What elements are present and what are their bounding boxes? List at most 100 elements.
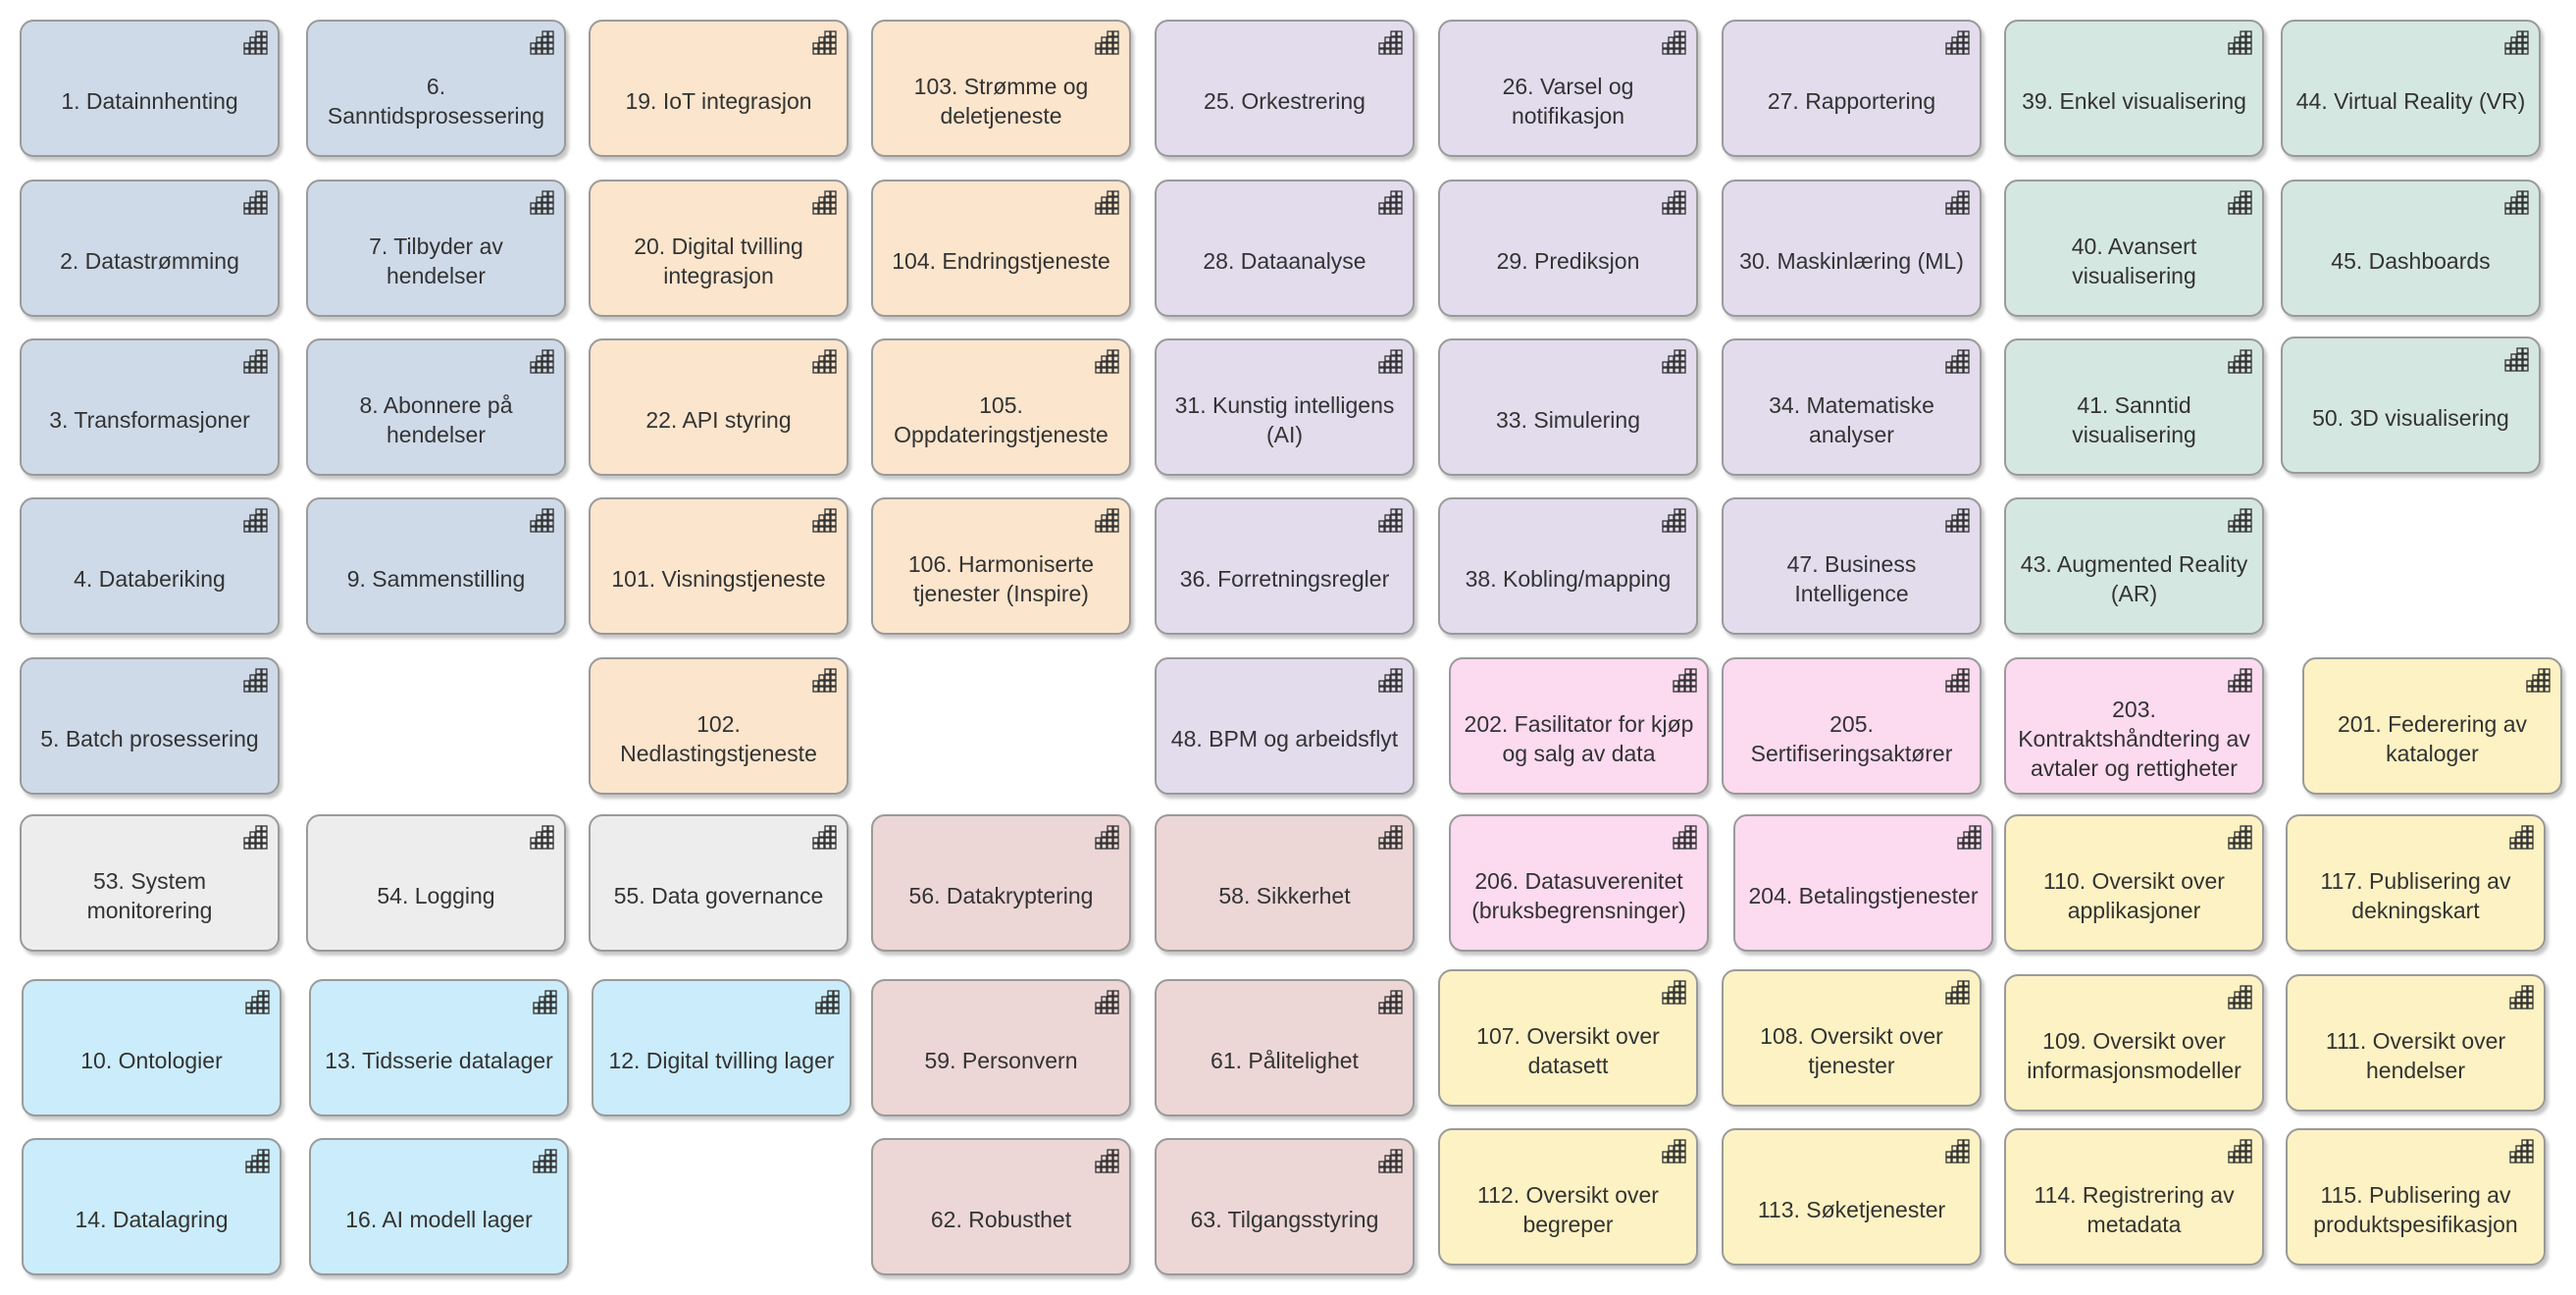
component-box-59[interactable]: 59. Personvern xyxy=(871,979,1131,1116)
component-box-30[interactable]: 30. Maskinlæring (ML) xyxy=(1722,180,1982,317)
component-grid-icon xyxy=(2228,508,2252,533)
component-box-106[interactable]: 106. Harmoniserte tjenester (Inspire) xyxy=(871,497,1131,635)
component-label: 27. Rapportering xyxy=(1767,88,1936,114)
component-box-107[interactable]: 107. Oversikt over datasett xyxy=(1438,969,1698,1107)
component-grid-icon xyxy=(243,349,268,374)
component-box-105[interactable]: 105. Oppdateringstjeneste xyxy=(871,338,1131,476)
component-box-5[interactable]: 5. Batch prosessering xyxy=(20,657,280,795)
component-grid-icon xyxy=(1662,1139,1686,1164)
component-box-103[interactable]: 103. Strømme og deletjeneste xyxy=(871,20,1131,157)
component-box-114[interactable]: 114. Registrering av metadata xyxy=(2004,1128,2264,1266)
component-grid-icon xyxy=(1945,1139,1970,1164)
component-box-25[interactable]: 25. Orkestrering xyxy=(1155,20,1415,157)
component-label: 13. Tidsserie datalager xyxy=(325,1048,553,1073)
component-box-28[interactable]: 28. Dataanalyse xyxy=(1155,180,1415,317)
component-label: 204. Betalingstjenester xyxy=(1748,883,1979,908)
component-box-34[interactable]: 34. Matematiske analyser xyxy=(1722,338,1982,476)
component-box-3[interactable]: 3. Transformasjoner xyxy=(20,338,280,476)
component-box-10[interactable]: 10. Ontologier xyxy=(22,979,282,1116)
component-grid-icon xyxy=(243,508,268,533)
component-box-6[interactable]: 6. Sanntidsprosessering xyxy=(306,20,566,157)
component-box-2[interactable]: 2. Datastrømming xyxy=(20,180,280,317)
component-box-31[interactable]: 31. Kunstig intelligens (AI) xyxy=(1155,338,1415,476)
component-label: 20. Digital tvilling integrasjon xyxy=(634,233,803,288)
component-label: 63. Tilgangsstyring xyxy=(1190,1207,1379,1232)
component-box-9[interactable]: 9. Sammenstilling xyxy=(306,497,566,635)
component-grid-icon xyxy=(812,349,837,374)
component-box-39[interactable]: 39. Enkel visualisering xyxy=(2004,20,2264,157)
component-box-113[interactable]: 113. Søketjenester xyxy=(1722,1128,1982,1266)
component-label: 48. BPM og arbeidsflyt xyxy=(1170,726,1399,751)
component-label: 31. Kunstig intelligens (AI) xyxy=(1174,392,1395,447)
component-box-43[interactable]: 43. Augmented Reality (AR) xyxy=(2004,497,2264,635)
component-box-19[interactable]: 19. IoT integrasjon xyxy=(589,20,849,157)
component-box-14[interactable]: 14. Datalagring xyxy=(22,1138,282,1275)
component-box-13[interactable]: 13. Tidsserie datalager xyxy=(309,979,569,1116)
component-box-112[interactable]: 112. Oversikt over begreper xyxy=(1438,1128,1698,1266)
component-box-204[interactable]: 204. Betalingstjenester xyxy=(1733,814,1993,952)
component-box-117[interactable]: 117. Publisering av dekningskart xyxy=(2286,814,2546,952)
component-box-8[interactable]: 8. Abonnere på hendelser xyxy=(306,338,566,476)
component-box-63[interactable]: 63. Tilgangsstyring xyxy=(1155,1138,1415,1275)
component-box-109[interactable]: 109. Oversikt over informasjonsmodeller xyxy=(2004,974,2264,1112)
component-box-41[interactable]: 41. Sanntid visualisering xyxy=(2004,338,2264,476)
component-box-44[interactable]: 44. Virtual Reality (VR) xyxy=(2281,20,2541,157)
component-grid-icon xyxy=(1662,30,1686,55)
component-box-33[interactable]: 33. Simulering xyxy=(1438,338,1698,476)
component-box-201[interactable]: 201. Federering av kataloger xyxy=(2302,657,2562,795)
component-box-50[interactable]: 50. 3D visualisering xyxy=(2281,337,2541,474)
component-box-61[interactable]: 61. Pålitelighet xyxy=(1155,979,1415,1116)
component-box-12[interactable]: 12. Digital tvilling lager xyxy=(592,979,851,1116)
component-grid-icon xyxy=(2228,30,2252,55)
component-box-110[interactable]: 110. Oversikt over applikasjoner xyxy=(2004,814,2264,952)
component-box-47[interactable]: 47. Business Intelligence xyxy=(1722,497,1982,635)
component-label: 117. Publisering av dekningskart xyxy=(2320,868,2511,923)
component-box-101[interactable]: 101. Visningstjeneste xyxy=(589,497,849,635)
component-grid-icon xyxy=(533,1149,557,1173)
component-grid-icon xyxy=(1945,508,1970,533)
component-box-202[interactable]: 202. Fasilitator for kjøp og salg av dat… xyxy=(1449,657,1709,795)
component-grid-icon xyxy=(1095,1149,1119,1173)
component-box-62[interactable]: 62. Robusthet xyxy=(871,1138,1131,1275)
component-label: 101. Visningstjeneste xyxy=(611,566,826,592)
component-box-205[interactable]: 205. Sertifiseringsaktører xyxy=(1722,657,1982,795)
component-box-36[interactable]: 36. Forretningsregler xyxy=(1155,497,1415,635)
component-box-7[interactable]: 7. Tilbyder av hendelser xyxy=(306,180,566,317)
component-box-111[interactable]: 111. Oversikt over hendelser xyxy=(2286,974,2546,1112)
component-label: 205. Sertifiseringsaktører xyxy=(1750,711,1953,766)
component-box-56[interactable]: 56. Datakryptering xyxy=(871,814,1131,952)
component-label: 29. Prediksjon xyxy=(1496,248,1640,274)
component-box-4[interactable]: 4. Databeriking xyxy=(20,497,280,635)
component-box-1[interactable]: 1. Datainnhenting xyxy=(20,20,280,157)
component-box-58[interactable]: 58. Sikkerhet xyxy=(1155,814,1415,952)
component-box-104[interactable]: 104. Endringstjeneste xyxy=(871,180,1131,317)
component-box-48[interactable]: 48. BPM og arbeidsflyt xyxy=(1155,657,1415,795)
component-box-206[interactable]: 206. Datasuverenitet (bruksbegrensninger… xyxy=(1449,814,1709,952)
component-box-40[interactable]: 40. Avansert visualisering xyxy=(2004,180,2264,317)
component-box-45[interactable]: 45. Dashboards xyxy=(2281,180,2541,317)
component-box-115[interactable]: 115. Publisering av produktspesifikasjon xyxy=(2286,1128,2546,1266)
component-box-55[interactable]: 55. Data governance xyxy=(589,814,849,952)
component-box-22[interactable]: 22. API styring xyxy=(589,338,849,476)
component-box-203[interactable]: 203. Kontraktshåndtering av avtaler og r… xyxy=(2004,657,2264,795)
component-box-29[interactable]: 29. Prediksjon xyxy=(1438,180,1698,317)
component-grid-icon xyxy=(812,190,837,215)
component-label: 111. Oversikt over hendelser xyxy=(2325,1028,2506,1083)
component-box-16[interactable]: 16. AI modell lager xyxy=(309,1138,569,1275)
component-box-54[interactable]: 54. Logging xyxy=(306,814,566,952)
component-label: 109. Oversikt over informasjonsmodeller xyxy=(2027,1028,2241,1083)
component-box-53[interactable]: 53. System monitorering xyxy=(20,814,280,952)
component-grid-icon xyxy=(1662,190,1686,215)
component-box-108[interactable]: 108. Oversikt over tjenester xyxy=(1722,969,1982,1107)
component-box-38[interactable]: 38. Kobling/mapping xyxy=(1438,497,1698,635)
component-grid-icon xyxy=(2504,347,2529,372)
component-box-102[interactable]: 102. Nedlastingstjeneste xyxy=(589,657,849,795)
component-grid-icon xyxy=(1945,668,1970,693)
component-box-20[interactable]: 20. Digital tvilling integrasjon xyxy=(589,180,849,317)
component-label: 58. Sikkerhet xyxy=(1218,883,1351,908)
component-box-27[interactable]: 27. Rapportering xyxy=(1722,20,1982,157)
component-box-26[interactable]: 26. Varsel og notifikasjon xyxy=(1438,20,1698,157)
component-label: 7. Tilbyder av hendelser xyxy=(369,233,503,288)
component-grid-icon xyxy=(530,30,554,55)
